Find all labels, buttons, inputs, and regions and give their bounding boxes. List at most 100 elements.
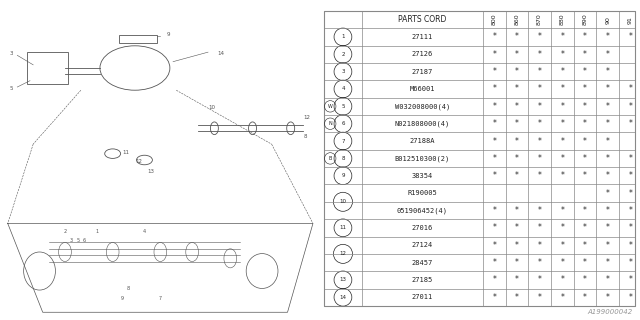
Text: *: *	[515, 206, 519, 215]
Text: *: *	[606, 32, 610, 41]
Text: N021808000(4): N021808000(4)	[395, 120, 450, 127]
Text: *: *	[583, 293, 587, 302]
Text: PARTS CORD: PARTS CORD	[398, 15, 447, 24]
Text: 1: 1	[95, 229, 99, 234]
Text: *: *	[561, 137, 564, 146]
Text: *: *	[628, 276, 632, 284]
Text: 6: 6	[83, 238, 86, 244]
Text: *: *	[492, 276, 496, 284]
Text: *: *	[515, 67, 519, 76]
Text: 27185: 27185	[412, 277, 433, 283]
Text: *: *	[628, 223, 632, 232]
Text: *: *	[561, 258, 564, 267]
Text: *: *	[583, 241, 587, 250]
Text: 4: 4	[143, 229, 146, 234]
Text: 4: 4	[341, 86, 345, 92]
Text: *: *	[515, 241, 519, 250]
Text: *: *	[492, 50, 496, 59]
Text: *: *	[515, 171, 519, 180]
Text: *: *	[583, 154, 587, 163]
Text: *: *	[583, 276, 587, 284]
Text: *: *	[628, 206, 632, 215]
Text: *: *	[492, 154, 496, 163]
Text: *: *	[492, 293, 496, 302]
Text: 5: 5	[9, 86, 13, 91]
Text: *: *	[538, 119, 541, 128]
Text: *: *	[561, 119, 564, 128]
Text: *: *	[628, 32, 632, 41]
Text: 12: 12	[135, 159, 142, 164]
Text: 27187: 27187	[412, 69, 433, 75]
Text: *: *	[583, 50, 587, 59]
Text: *: *	[628, 102, 632, 111]
Text: 27016: 27016	[412, 225, 433, 231]
Text: *: *	[606, 154, 610, 163]
Text: 3: 3	[70, 238, 73, 244]
Text: *: *	[492, 32, 496, 41]
Text: *: *	[515, 119, 519, 128]
Text: *: *	[515, 84, 519, 93]
Text: 10: 10	[208, 105, 215, 110]
Text: 6: 6	[341, 121, 345, 126]
Text: *: *	[606, 50, 610, 59]
Text: *: *	[538, 32, 541, 41]
Text: *: *	[628, 258, 632, 267]
Text: *: *	[583, 102, 587, 111]
Text: 27111: 27111	[412, 34, 433, 40]
Text: 7: 7	[159, 296, 162, 300]
Text: M66001: M66001	[410, 86, 435, 92]
Text: *: *	[628, 293, 632, 302]
Text: 13: 13	[339, 277, 346, 282]
Text: *: *	[583, 32, 587, 41]
Text: *: *	[628, 188, 632, 198]
Text: *: *	[628, 84, 632, 93]
Text: B: B	[328, 156, 332, 161]
Text: 860: 860	[515, 14, 520, 25]
Text: 051906452(4): 051906452(4)	[397, 207, 448, 214]
Text: *: *	[561, 206, 564, 215]
Text: *: *	[583, 171, 587, 180]
Text: *: *	[492, 102, 496, 111]
Text: *: *	[583, 137, 587, 146]
Text: 12: 12	[303, 115, 310, 120]
Text: *: *	[492, 67, 496, 76]
Text: *: *	[538, 84, 541, 93]
Text: N: N	[328, 121, 332, 126]
Text: 870: 870	[537, 14, 542, 26]
Text: 38354: 38354	[412, 173, 433, 179]
Text: *: *	[606, 188, 610, 198]
Text: *: *	[538, 241, 541, 250]
Text: *: *	[538, 276, 541, 284]
Text: 91: 91	[628, 16, 633, 24]
Text: 8: 8	[303, 134, 307, 139]
Text: 7: 7	[341, 139, 345, 144]
Text: 800: 800	[492, 14, 497, 25]
Text: 11: 11	[339, 225, 346, 230]
Text: 8: 8	[127, 286, 130, 291]
Text: 5: 5	[76, 238, 79, 244]
Text: *: *	[538, 102, 541, 111]
Text: *: *	[538, 206, 541, 215]
Text: *: *	[515, 276, 519, 284]
Text: *: *	[606, 171, 610, 180]
Text: *: *	[561, 276, 564, 284]
Text: 890: 890	[582, 14, 588, 26]
Text: *: *	[606, 206, 610, 215]
Text: W032008000(4): W032008000(4)	[395, 103, 450, 110]
Text: *: *	[583, 206, 587, 215]
Text: *: *	[606, 293, 610, 302]
Text: *: *	[561, 223, 564, 232]
Text: 12: 12	[339, 252, 346, 256]
Text: B012510300(2): B012510300(2)	[395, 155, 450, 162]
Text: *: *	[515, 32, 519, 41]
Text: *: *	[538, 293, 541, 302]
Text: *: *	[492, 137, 496, 146]
Text: 27011: 27011	[412, 294, 433, 300]
Text: *: *	[538, 154, 541, 163]
Text: 5: 5	[341, 104, 345, 109]
Text: *: *	[538, 258, 541, 267]
Text: *: *	[583, 223, 587, 232]
Text: *: *	[606, 258, 610, 267]
Text: 14: 14	[218, 51, 225, 56]
Text: *: *	[492, 241, 496, 250]
